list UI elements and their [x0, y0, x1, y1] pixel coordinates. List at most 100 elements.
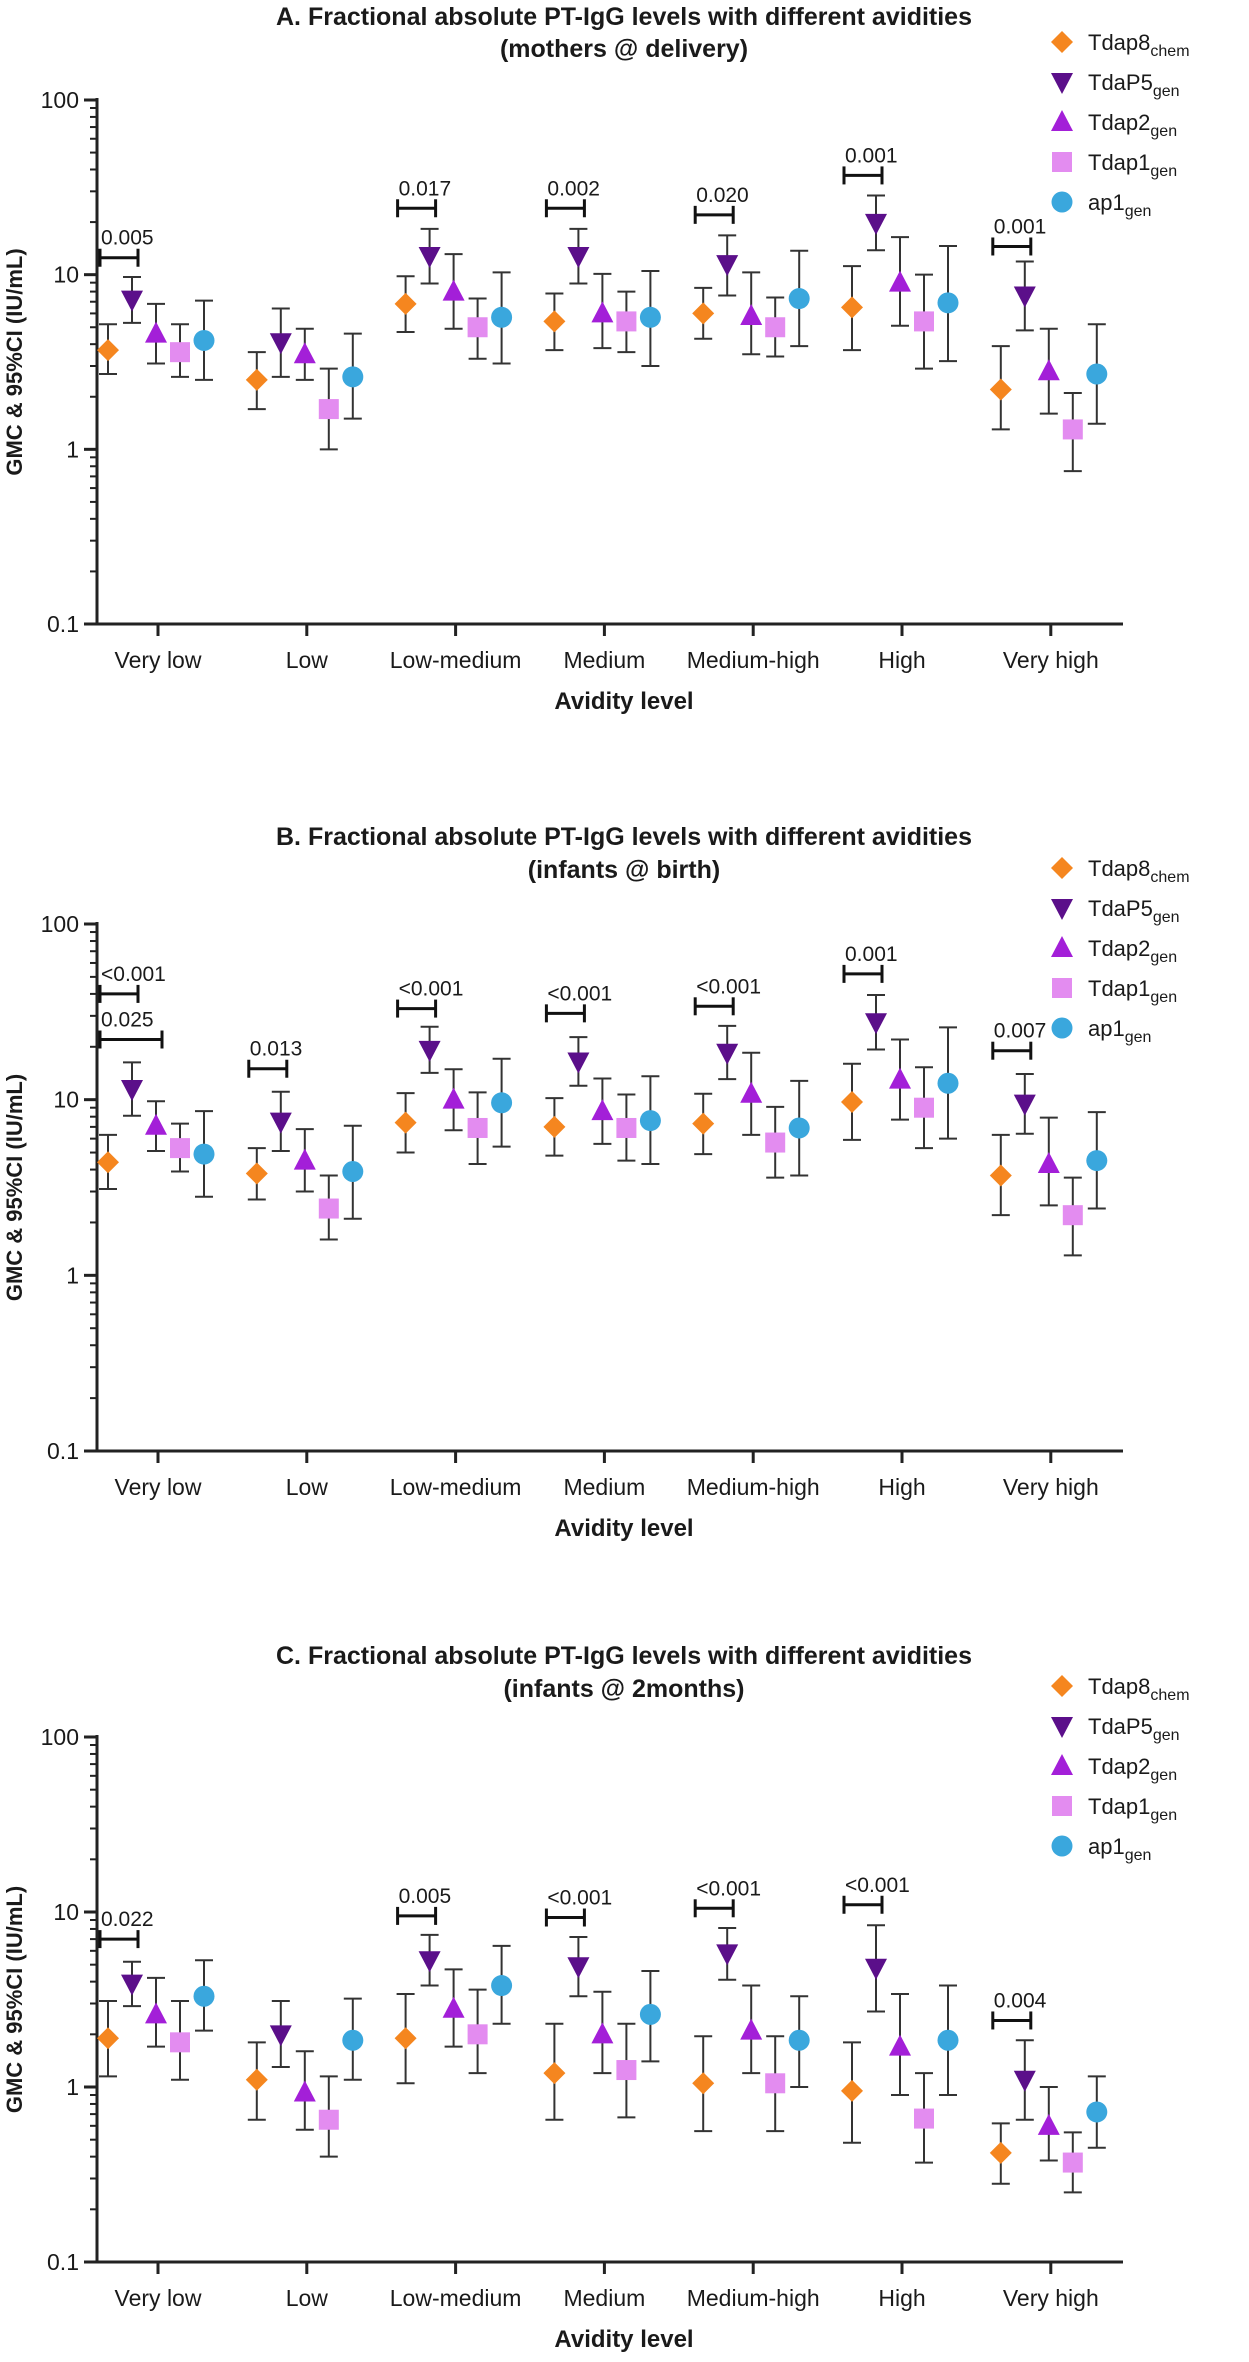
legend-label-main: ap1: [1088, 1016, 1125, 1041]
data-point-tdap8: [543, 310, 566, 333]
diamond-icon: [1051, 857, 1073, 879]
data-point-tdap1: [914, 2108, 934, 2129]
y-tick-label: 100: [41, 1724, 79, 1750]
data-point-tdap5: [567, 1052, 590, 1074]
legend-label-main: Tdap2: [1088, 110, 1150, 135]
legend-label-tdap8: Tdap8chem: [1088, 856, 1190, 886]
data-point-tdap8: [692, 2072, 715, 2095]
x-tick-label: Medium-high: [687, 1474, 820, 1500]
y-axis-label: GMC & 95%CI (IU/mL): [2, 1886, 27, 2113]
square-icon: [1052, 152, 1072, 172]
data-point-tdap5: [269, 333, 292, 355]
y-axis-label: GMC & 95%CI (IU/mL): [2, 1074, 27, 1301]
data-point-ap1: [1086, 2101, 1108, 2123]
legend-label-sub: gen: [1150, 949, 1177, 966]
data-point-tdap8: [394, 292, 417, 315]
y-tick-label: 0.1: [47, 1438, 79, 1464]
data-point-ap1: [491, 306, 513, 328]
data-point-tdap2: [145, 1113, 167, 1135]
p-value-label: <0.001: [696, 975, 761, 998]
data-point-tdap5: [121, 1974, 143, 1996]
x-tick-label: Very low: [115, 1474, 202, 1500]
legend-label-tdap1: Tdap1gen: [1088, 150, 1177, 180]
p-value-label: 0.022: [101, 1908, 154, 1931]
data-point-tdap5: [269, 1112, 292, 1134]
y-tick-label: 0.1: [47, 2249, 79, 2275]
y-tick-label: 10: [53, 262, 79, 288]
chart-title: C. Fractional absolute PT-IgG levels wit…: [276, 1642, 972, 1670]
data-point-tdap5: [1013, 286, 1036, 308]
legend-label-sub: gen: [1150, 163, 1177, 180]
x-tick-label: Low: [286, 2285, 329, 2311]
data-point-tdap2: [293, 342, 316, 364]
data-point-ap1: [1086, 1150, 1108, 1172]
legend-label-sub: chem: [1150, 43, 1189, 60]
data-point-ap1: [491, 1975, 513, 1997]
data-point-ap1: [193, 1985, 215, 2007]
x-tick-label: Low-medium: [390, 647, 522, 673]
chart-panel-B: B. Fractional absolute PT-IgG levels wit…: [2, 823, 1190, 1542]
legend-label-main: Tdap1: [1088, 150, 1150, 175]
diamond-icon: [1051, 31, 1073, 53]
data-point-tdap8: [989, 1164, 1012, 1187]
x-axis-label: Avidity level: [554, 1515, 693, 1542]
y-axis-label: GMC & 95%CI (IU/mL): [2, 248, 27, 475]
chart-title: B. Fractional absolute PT-IgG levels wit…: [276, 823, 972, 851]
x-axis-label: Avidity level: [554, 688, 693, 715]
data-point-tdap8: [841, 296, 863, 319]
data-point-tdap2: [889, 2034, 911, 2056]
y-tick-label: 1: [66, 2074, 79, 2100]
legend-label-tdap8: Tdap8chem: [1088, 1674, 1190, 1704]
data-point-tdap5: [418, 1951, 441, 1973]
data-point-tdap8: [394, 2027, 417, 2050]
legend-label-tdap5: TdaP5gen: [1088, 70, 1180, 100]
x-tick-label: Very low: [115, 647, 202, 673]
data-point-ap1: [342, 2029, 364, 2051]
legend-label-main: ap1: [1088, 1834, 1125, 1859]
diamond-icon: [1051, 1675, 1073, 1697]
data-point-tdap1: [467, 2024, 488, 2045]
data-point-ap1: [639, 1110, 661, 1132]
data-point-tdap5: [121, 1080, 143, 1102]
square-icon: [1052, 978, 1072, 998]
data-point-tdap1: [467, 1117, 488, 1138]
x-tick-label: Very high: [1003, 2285, 1099, 2311]
data-point-tdap2: [889, 270, 911, 292]
circle-icon: [1051, 1017, 1073, 1039]
data-point-tdap8: [245, 2068, 268, 2091]
data-point-tdap2: [1037, 359, 1060, 381]
data-point-tdap2: [1037, 1152, 1060, 1174]
x-tick-label: High: [878, 2285, 925, 2311]
chart-subtitle: (mothers @ delivery): [500, 35, 748, 63]
data-point-tdap1: [1062, 419, 1083, 440]
p-value-label: 0.005: [399, 1885, 452, 1908]
p-value-label: 0.013: [250, 1038, 303, 1061]
legend-label-main: Tdap2: [1088, 936, 1150, 961]
legend-label-main: Tdap1: [1088, 976, 1150, 1001]
triangle-up-icon: [1051, 936, 1073, 957]
y-tick-label: 1: [66, 1262, 79, 1288]
data-point-tdap5: [865, 213, 887, 235]
y-tick-label: 10: [53, 1899, 79, 1925]
data-point-tdap2: [591, 2022, 614, 2044]
legend-label-main: Tdap8: [1088, 1674, 1150, 1699]
legend-label-sub: gen: [1153, 1727, 1180, 1744]
data-point-tdap1: [467, 317, 488, 338]
x-tick-label: High: [878, 647, 925, 673]
data-point-tdap2: [442, 1087, 465, 1109]
legend-label-sub: gen: [1150, 1807, 1177, 1824]
legend-label-tdap8: Tdap8chem: [1088, 30, 1190, 60]
data-point-tdap1: [616, 311, 637, 332]
triangle-down-icon: [1051, 1717, 1073, 1738]
legend-label-main: ap1: [1088, 190, 1125, 215]
p-value-label: 0.004: [994, 1989, 1047, 2012]
legend-label-tdap1: Tdap1gen: [1088, 1794, 1177, 1824]
data-point-tdap5: [716, 1043, 739, 1065]
x-tick-label: Very low: [115, 2285, 202, 2311]
y-tick-label: 100: [41, 911, 79, 937]
circle-icon: [1051, 191, 1073, 213]
data-point-tdap1: [318, 399, 339, 420]
data-point-tdap5: [865, 1958, 887, 1980]
